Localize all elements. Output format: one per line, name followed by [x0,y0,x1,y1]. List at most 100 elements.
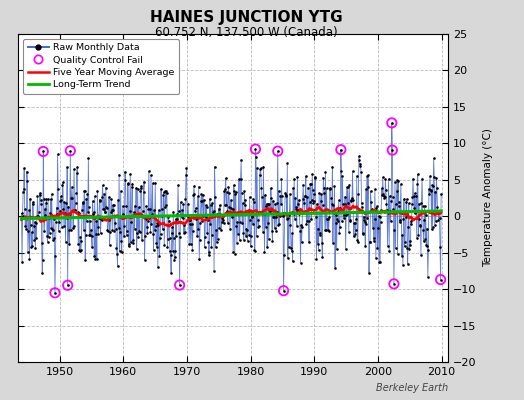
Point [339,201,347,207]
Point [395,203,403,209]
Point [224,220,232,226]
Point [176,234,184,240]
Point [390,281,398,287]
Point [86,232,95,238]
Point [199,192,207,198]
Point [233,219,242,226]
Point [55,219,63,225]
Point [299,182,308,188]
Point [255,223,263,230]
Point [292,223,301,229]
Point [369,207,377,213]
Point [238,200,247,206]
Point [123,232,131,238]
Point [236,219,244,226]
Point [206,221,214,227]
Point [254,216,262,223]
Point [86,218,94,224]
Point [262,203,270,210]
Point [57,193,65,200]
Point [312,256,321,262]
Point [222,202,231,208]
Point [231,251,239,257]
Point [317,191,325,197]
Point [200,244,209,251]
Point [188,247,196,254]
Point [386,193,394,199]
Point [388,147,397,153]
Point [43,232,51,239]
Point [63,282,72,288]
Point [312,214,320,220]
Point [41,211,50,218]
Point [203,230,211,236]
Point [155,253,163,260]
Point [45,234,53,240]
Point [66,148,74,154]
Point [356,163,365,169]
Point [204,239,212,245]
Point [181,196,190,202]
Point [252,146,260,152]
Point [139,189,148,196]
Point [385,176,393,182]
Point [310,198,318,204]
Point [396,219,404,226]
Point [159,189,168,195]
Point [21,214,30,221]
Point [420,217,428,224]
Point [231,190,239,197]
Point [333,218,342,224]
Point [370,186,379,192]
Point [30,237,38,243]
Point [225,204,234,211]
Point [352,227,360,234]
Point [300,209,309,216]
Point [270,224,279,231]
Point [426,173,434,179]
Point [315,231,324,238]
Point [421,212,430,218]
Point [363,214,372,221]
Point [97,217,106,224]
Point [63,164,71,170]
Point [377,206,385,213]
Point [125,241,134,247]
Point [284,215,292,222]
Point [91,193,99,200]
Point [350,233,358,240]
Point [193,193,202,200]
Point [48,226,57,233]
Point [356,161,364,168]
Point [274,148,282,154]
Point [24,228,32,234]
Point [345,182,354,188]
Point [251,248,259,255]
Point [375,259,383,266]
Point [146,228,155,235]
Point [53,151,62,158]
Point [130,226,139,232]
Point [148,210,156,217]
Point [116,229,124,235]
Point [345,229,353,236]
Point [168,229,176,236]
Point [150,227,159,234]
Point [144,218,152,224]
Point [244,208,252,214]
Point [69,223,78,230]
Point [174,182,182,189]
Point [364,172,372,178]
Point [52,204,61,211]
Point [199,213,208,220]
Point [129,237,138,243]
Point [400,196,408,202]
Point [65,241,73,248]
Point [256,172,264,178]
Point [364,184,373,190]
Point [60,199,69,205]
Point [189,192,198,198]
Point [387,198,396,204]
Point [136,187,145,194]
Point [160,203,169,210]
